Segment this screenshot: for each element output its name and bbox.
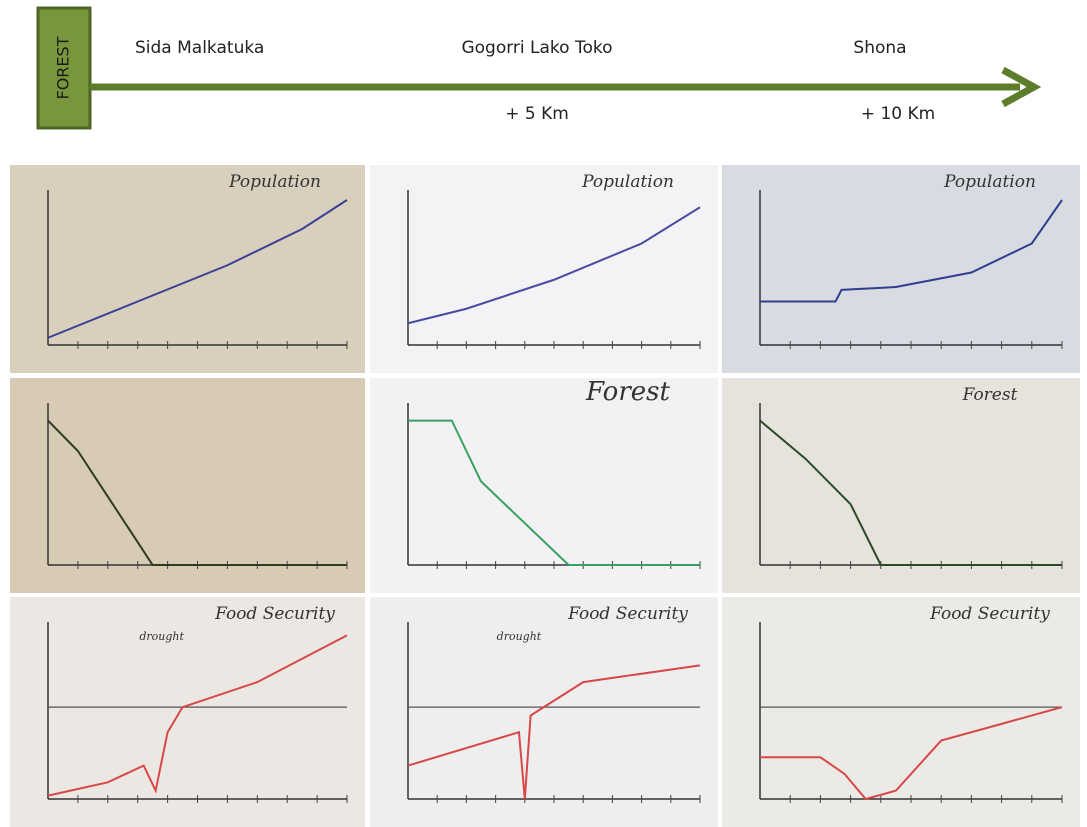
- panel-title: Forest: [962, 385, 1018, 405]
- panel-title: Food Security: [214, 604, 335, 624]
- distance-label: + 5 Km: [505, 104, 569, 124]
- forest-label: FOREST: [54, 36, 73, 99]
- photo-panel: [370, 597, 718, 827]
- photo-panel: [722, 597, 1080, 827]
- panel-title: Food Security: [567, 604, 688, 624]
- panel-title: Population: [228, 172, 321, 192]
- distance-label: + 10 Km: [861, 104, 935, 124]
- site-label: Sida Malkatuka: [135, 38, 264, 58]
- panels: Population Population Population Forest Fore…: [10, 165, 1080, 827]
- photo-panel: [722, 165, 1080, 373]
- photo-panel: [10, 378, 365, 593]
- site-label: Shona: [853, 38, 906, 58]
- photo-panel: [10, 165, 365, 373]
- panel-title: Food Security: [929, 604, 1050, 624]
- photo-panel: [370, 378, 718, 593]
- photo-panel: [722, 378, 1080, 593]
- annotation: drought: [497, 630, 542, 643]
- annotation: drought: [139, 630, 184, 643]
- figure: FOREST Sida Malkatuka Gogorri Lako Toko …: [0, 0, 1087, 827]
- photo-panel: [370, 165, 718, 373]
- panel-title: Population: [581, 172, 674, 192]
- panel-title: Population: [943, 172, 1036, 192]
- page: FOREST Sida Malkatuka Gogorri Lako Toko …: [0, 0, 1087, 827]
- site-label: Gogorri Lako Toko: [461, 38, 612, 58]
- panel-title: Forest: [585, 377, 670, 407]
